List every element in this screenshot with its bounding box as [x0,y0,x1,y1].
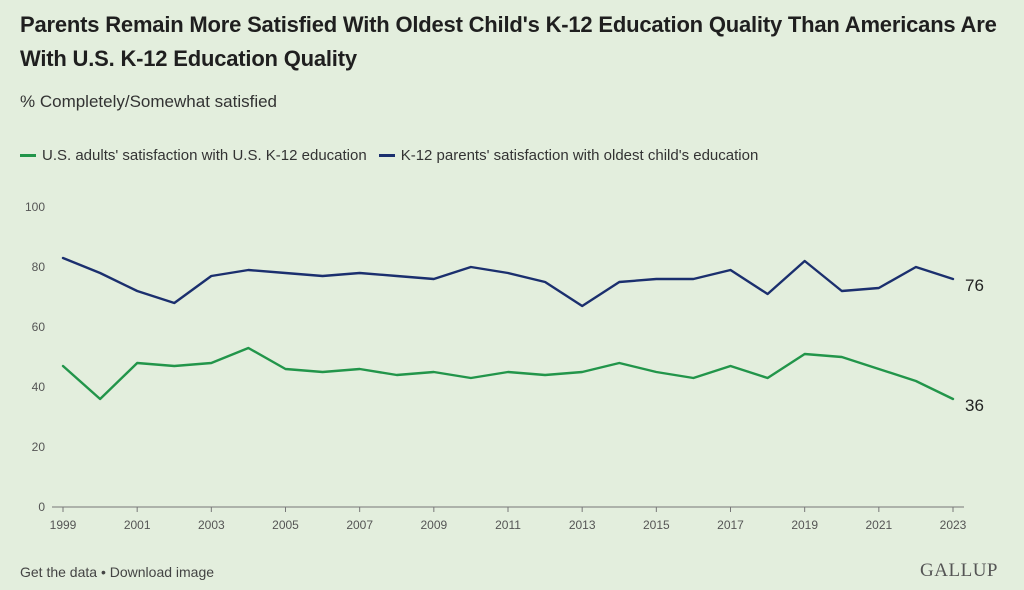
line-chart: 0 20 40 60 80 100 1999 2001 2003 2005 2007 2009 2011… [25,200,984,530]
y-tick-label: 60 [32,320,46,334]
download-image-link[interactable]: Download image [109,564,215,580]
footer-links: Get the data • Download image [20,564,214,580]
x-tick-label: 2007 [346,518,373,530]
x-tick-label: 2001 [124,518,151,530]
series-line-1 [61,256,955,308]
x-tick-label: 2013 [569,518,596,530]
x-tick-label: 2005 [272,518,299,530]
x-tick-label: 2021 [865,518,892,530]
y-tick-label: 80 [32,260,46,274]
y-tick-label: 20 [32,440,46,454]
legend-item-adults: U.S. adults' satisfaction with U.S. K-12… [20,147,367,164]
x-tick-label: 2017 [717,518,744,530]
legend-item-parents: K-12 parents' satisfaction with oldest c… [378,147,759,164]
x-tick-label: 2015 [643,518,670,530]
chart-subtitle: % Completely/Somewhat satisfied [20,92,278,111]
get-data-link[interactable]: Get the data [20,564,98,580]
end-value-label-0: 36 [965,396,984,415]
legend-label-parents: K-12 parents' satisfaction with oldest c… [400,147,759,164]
chart-title: Parents Remain More Satisfied With Oldes… [20,12,997,71]
x-tick-label: 2011 [495,518,521,530]
legend-label-adults: U.S. adults' satisfaction with U.S. K-12… [42,147,367,164]
y-tick-label: 100 [25,200,45,214]
gallup-logo: GALLUP [920,560,998,581]
y-tick-label: 40 [32,380,46,394]
x-tick-label: 2019 [791,518,818,530]
y-tick-label: 0 [38,500,45,514]
x-tick-label: 1999 [50,518,77,530]
series-line-0 [61,346,955,401]
x-tick-label: 2009 [420,518,447,530]
x-tick-label: 2023 [940,518,967,530]
chart-legend: U.S. adults' satisfaction with U.S. K-12… [20,147,758,164]
end-value-label-1: 76 [965,276,984,295]
legend-swatch-parents [378,154,395,157]
x-tick-label: 2003 [198,518,225,530]
footer-separator: • [97,564,110,580]
legend-swatch-adults [20,154,36,157]
